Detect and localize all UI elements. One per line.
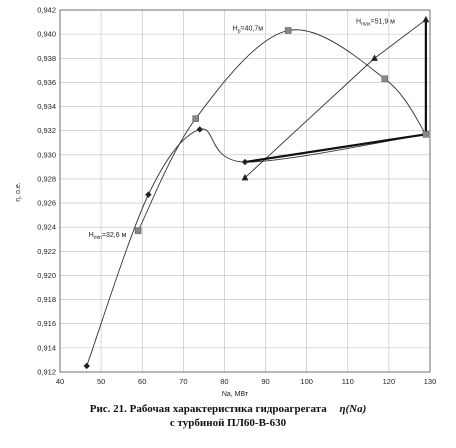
- series-line-diamond: [86, 128, 426, 367]
- series-markers: [83, 15, 430, 370]
- data-point-diamond: [196, 126, 203, 133]
- y-tick-label: 0,930: [37, 150, 56, 159]
- y-tick-label: 0,922: [37, 247, 56, 256]
- x-tick-label: 60: [138, 377, 146, 386]
- y-tick-label: 0,914: [37, 343, 56, 352]
- caption-line-1: Рис. 21. Рабочая характеристика гидроагр…: [89, 403, 327, 415]
- data-point-square: [192, 115, 199, 122]
- x-tick-label: 110: [342, 377, 354, 386]
- x-tick-label: 90: [261, 377, 269, 386]
- y-tick-label: 0,926: [37, 199, 56, 208]
- y-tick-label: 0,938: [37, 54, 56, 63]
- figure-caption-line-2: с турбиной ПЛ60-В-630: [0, 417, 456, 429]
- annotation-label: Hmin=32,6 м: [89, 232, 127, 241]
- axes: [59, 9, 431, 373]
- y-tick-label: 0,912: [37, 368, 56, 377]
- y-tick-label: 0,924: [37, 223, 56, 232]
- data-point-triangle: [241, 173, 249, 181]
- data-point-square: [381, 75, 389, 83]
- grid: [59, 9, 431, 373]
- y-tick-label: 0,934: [37, 102, 56, 111]
- annotations: Hmin=32,6 м Hp=40,7м Hmax=51,9 м: [89, 18, 395, 241]
- data-point-diamond: [145, 191, 152, 198]
- y-tick-label: 0,916: [37, 319, 56, 328]
- y-tick-label: 0,932: [37, 126, 56, 135]
- tick-labels: 40 50 60 70 80 90 100 110 120 130 0,912 0,914 0,916 0…: [37, 6, 436, 387]
- plot-frame: [59, 9, 431, 373]
- data-point-diamond: [83, 362, 90, 370]
- data-point-square: [284, 27, 292, 34]
- caption-symbol: η(Nа): [339, 403, 367, 415]
- x-tick-label: 130: [424, 377, 437, 386]
- x-tick-label: 80: [220, 377, 228, 386]
- data-point-triangle: [371, 54, 378, 61]
- annotation-label: Hmax=51,9 м: [356, 18, 395, 27]
- data-point-square: [422, 131, 430, 138]
- series-line-square: [137, 29, 427, 232]
- x-tick-label: 70: [179, 377, 187, 386]
- x-tick-label: 100: [300, 377, 313, 386]
- data-point-square: [134, 227, 142, 235]
- y-tick-label: 0,918: [37, 295, 56, 304]
- x-axis-label: Nа, МВт: [222, 391, 249, 398]
- figure-caption: Рис. 21. Рабочая характеристика гидроагр…: [0, 403, 456, 415]
- bold-segment: [244, 133, 427, 164]
- annotation-label: Hp=40,7м: [233, 26, 264, 35]
- caption-line-2: с турбиной ПЛ60-В-630: [169, 417, 287, 429]
- efficiency-chart: 40 50 60 70 80 90 100 110 120 130 0,912 0,914 0,916 0…: [15, 6, 436, 399]
- y-tick-label: 0,940: [37, 30, 56, 39]
- y-tick-label: 0,920: [37, 271, 56, 280]
- y-tick-label: 0,936: [37, 78, 56, 87]
- y-axis-label: η, о.е.: [15, 182, 22, 202]
- data-point-diamond: [241, 158, 249, 166]
- series-lines: [86, 18, 427, 367]
- x-tick-label: 50: [97, 377, 105, 386]
- x-tick-label: 40: [56, 377, 64, 386]
- x-tick-label: 120: [383, 377, 396, 386]
- y-tick-label: 0,928: [37, 174, 56, 183]
- data-point-triangle: [422, 15, 430, 23]
- y-tick-label: 0,942: [37, 6, 56, 15]
